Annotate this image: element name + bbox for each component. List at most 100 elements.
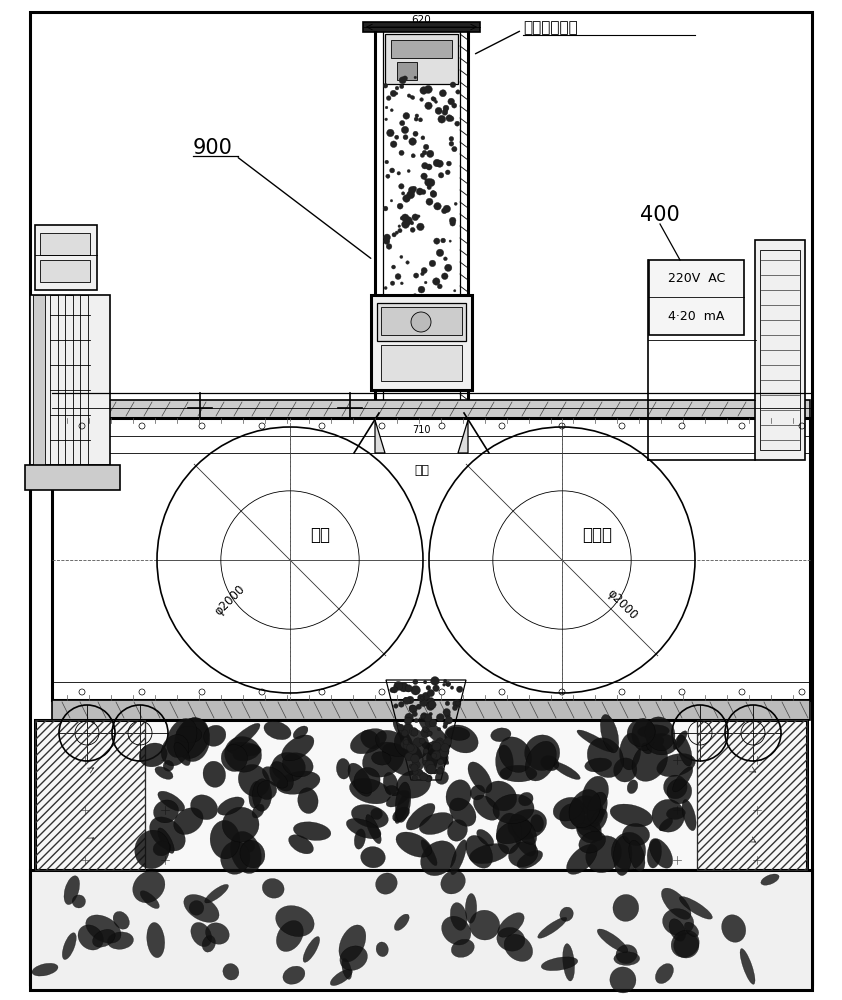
Circle shape [411,729,418,736]
Circle shape [440,90,446,97]
Circle shape [449,240,451,242]
Circle shape [430,191,435,195]
Circle shape [402,76,408,81]
Ellipse shape [663,909,694,936]
Ellipse shape [541,957,578,971]
Circle shape [432,742,441,751]
Circle shape [413,273,418,278]
Circle shape [451,146,457,152]
Circle shape [441,344,443,346]
Circle shape [395,231,398,234]
Ellipse shape [222,807,259,842]
Circle shape [397,228,402,233]
Circle shape [411,96,414,100]
Circle shape [421,136,425,140]
Circle shape [450,221,456,226]
Circle shape [427,769,431,773]
Circle shape [429,260,435,267]
Ellipse shape [234,744,245,754]
Ellipse shape [365,815,381,844]
Circle shape [399,77,406,84]
Circle shape [443,683,445,686]
Circle shape [403,697,410,704]
Circle shape [451,345,456,349]
Ellipse shape [383,772,398,795]
Circle shape [428,769,434,774]
Circle shape [402,739,408,744]
Ellipse shape [674,731,687,749]
Bar [40,260,90,282]
Ellipse shape [597,929,628,953]
Circle shape [402,729,405,732]
Ellipse shape [238,764,269,797]
Ellipse shape [298,788,318,814]
Ellipse shape [157,791,184,811]
Circle shape [397,724,404,731]
Circle shape [396,307,401,311]
Ellipse shape [450,903,467,930]
Circle shape [423,727,427,731]
Circle shape [397,344,403,350]
Ellipse shape [517,850,542,869]
Circle shape [408,170,410,173]
Circle shape [386,174,390,178]
Ellipse shape [289,835,313,854]
Ellipse shape [541,756,559,771]
Ellipse shape [560,804,585,829]
Circle shape [407,696,414,704]
Bar [52,700,810,720]
Ellipse shape [587,738,624,778]
Circle shape [402,126,408,134]
Circle shape [383,83,388,88]
Circle shape [432,97,436,101]
Circle shape [418,339,421,342]
Circle shape [445,347,451,353]
Circle shape [416,770,421,774]
Circle shape [454,355,456,358]
Circle shape [405,753,413,761]
Circle shape [386,96,391,100]
Ellipse shape [589,809,607,832]
Circle shape [407,744,414,752]
Ellipse shape [442,916,471,945]
Circle shape [418,694,424,701]
Circle shape [398,225,401,227]
Ellipse shape [253,779,272,811]
Ellipse shape [210,820,240,859]
Circle shape [391,109,393,112]
Circle shape [407,296,413,303]
Ellipse shape [652,799,685,832]
Circle shape [388,319,393,323]
Circle shape [408,373,413,378]
Ellipse shape [577,823,602,841]
Ellipse shape [655,964,674,984]
Ellipse shape [174,742,190,766]
Circle shape [390,90,397,97]
Circle shape [418,118,423,122]
Ellipse shape [627,780,637,794]
Ellipse shape [667,779,692,804]
Circle shape [392,687,397,693]
Circle shape [444,738,451,746]
Ellipse shape [477,829,493,846]
Circle shape [439,173,444,178]
Circle shape [384,286,387,289]
Circle shape [402,698,408,703]
Circle shape [426,198,433,205]
Circle shape [425,301,430,307]
Ellipse shape [642,743,652,754]
Ellipse shape [411,746,424,770]
Circle shape [426,702,434,710]
Ellipse shape [349,778,391,804]
Circle shape [431,768,438,774]
Ellipse shape [147,922,165,958]
Circle shape [446,161,451,166]
Circle shape [385,160,388,164]
Circle shape [438,115,445,123]
Circle shape [436,746,441,751]
Ellipse shape [257,780,277,800]
Circle shape [397,172,401,175]
Ellipse shape [496,745,514,779]
Circle shape [421,713,428,720]
Circle shape [424,727,429,733]
